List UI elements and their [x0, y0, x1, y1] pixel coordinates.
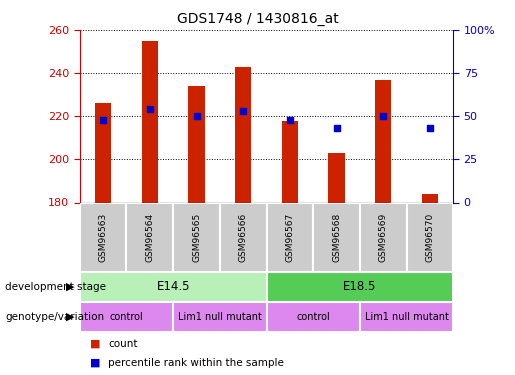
Text: E18.5: E18.5: [343, 280, 376, 293]
Bar: [375, 80, 391, 203]
Text: GSM96564: GSM96564: [145, 213, 154, 262]
Bar: [173, 302, 267, 332]
Text: genotype/variation: genotype/variation: [5, 312, 104, 322]
Text: Lim1 null mutant: Lim1 null mutant: [178, 312, 262, 322]
Text: E14.5: E14.5: [157, 280, 190, 293]
Point: [239, 108, 247, 114]
Bar: [360, 302, 453, 332]
Text: GSM96569: GSM96569: [379, 213, 388, 262]
Bar: [235, 67, 251, 203]
Bar: [329, 153, 345, 203]
Bar: [188, 86, 204, 202]
Text: development stage: development stage: [5, 282, 106, 292]
Text: GSM96563: GSM96563: [99, 213, 108, 262]
Bar: [80, 202, 127, 272]
Bar: [142, 41, 158, 203]
Point: [286, 117, 294, 123]
Point: [146, 106, 154, 112]
Text: ▶: ▶: [66, 282, 75, 292]
Text: GSM96565: GSM96565: [192, 213, 201, 262]
Bar: [282, 121, 298, 202]
Text: GSM96566: GSM96566: [238, 213, 248, 262]
Bar: [313, 202, 360, 272]
Bar: [406, 202, 453, 272]
Text: GDS1748 / 1430816_at: GDS1748 / 1430816_at: [177, 12, 338, 26]
Point: [99, 117, 107, 123]
Bar: [95, 104, 111, 202]
Text: ▶: ▶: [66, 312, 75, 322]
Text: control: control: [110, 312, 143, 322]
Text: Lim1 null mutant: Lim1 null mutant: [365, 312, 449, 322]
Text: ■: ■: [90, 358, 100, 368]
Bar: [360, 202, 406, 272]
Text: control: control: [296, 312, 330, 322]
Bar: [267, 272, 453, 302]
Text: GSM96570: GSM96570: [425, 213, 434, 262]
Bar: [173, 202, 220, 272]
Bar: [267, 302, 360, 332]
Point: [332, 125, 340, 131]
Text: ■: ■: [90, 339, 100, 349]
Bar: [80, 302, 173, 332]
Point: [193, 113, 201, 119]
Bar: [127, 202, 173, 272]
Bar: [422, 194, 438, 202]
Text: GSM96567: GSM96567: [285, 213, 295, 262]
Bar: [267, 202, 313, 272]
Bar: [80, 272, 267, 302]
Bar: [220, 202, 267, 272]
Text: count: count: [108, 339, 138, 349]
Text: GSM96568: GSM96568: [332, 213, 341, 262]
Point: [426, 125, 434, 131]
Text: percentile rank within the sample: percentile rank within the sample: [108, 358, 284, 368]
Point: [379, 113, 387, 119]
